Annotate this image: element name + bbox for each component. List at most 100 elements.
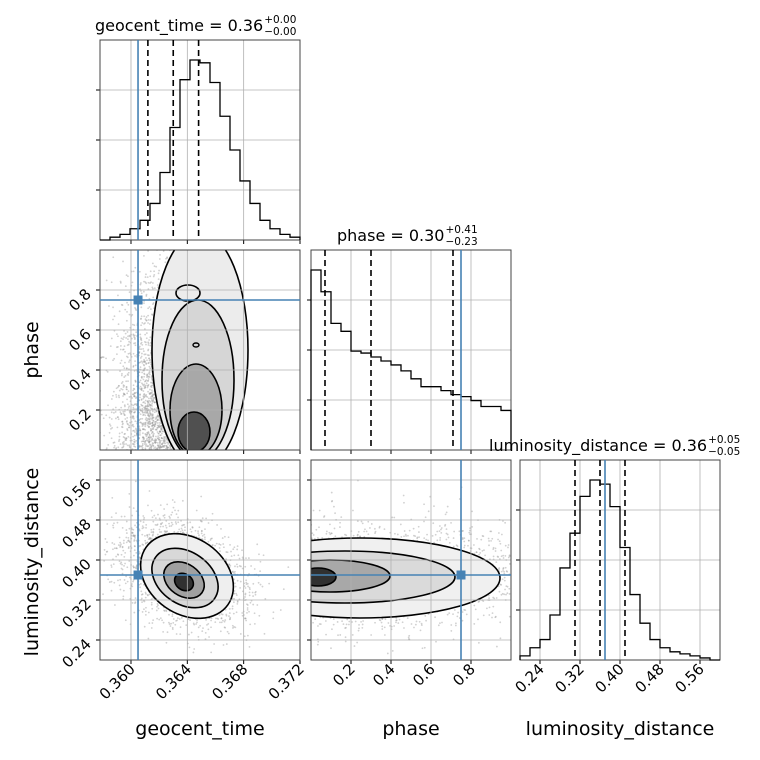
sample-point xyxy=(134,537,136,539)
sample-point xyxy=(150,384,153,387)
sample-point xyxy=(176,619,178,622)
sample-point xyxy=(138,528,141,531)
sample-point xyxy=(147,314,150,317)
sample-point xyxy=(154,441,157,444)
sample-point xyxy=(132,365,135,368)
sample-point xyxy=(131,424,134,427)
density-contour xyxy=(192,342,200,348)
sample-point xyxy=(158,439,161,442)
sample-point xyxy=(134,408,136,410)
sample-point xyxy=(148,533,151,536)
sample-point xyxy=(148,593,151,596)
sample-point xyxy=(252,603,255,606)
sample-point xyxy=(165,520,168,522)
sample-point xyxy=(210,617,213,620)
sample-point xyxy=(202,627,204,630)
sample-point xyxy=(148,417,150,420)
density-panel-geocent_time-phase xyxy=(100,250,249,450)
sample-point xyxy=(452,545,455,548)
sample-point xyxy=(131,531,134,534)
sample-point xyxy=(174,509,176,512)
sample-point xyxy=(159,425,162,428)
sample-point xyxy=(157,425,160,428)
sample-point xyxy=(120,337,123,340)
sample-point xyxy=(141,527,144,530)
sample-point xyxy=(239,633,242,635)
sample-point xyxy=(109,345,112,348)
sample-point xyxy=(151,314,154,316)
sample-point xyxy=(147,431,150,433)
sample-point xyxy=(132,565,135,568)
sample-point xyxy=(166,441,168,444)
sample-point xyxy=(127,374,130,377)
sample-point xyxy=(203,533,206,536)
sample-point xyxy=(120,543,122,546)
sample-point xyxy=(219,543,222,546)
sample-point xyxy=(158,421,161,424)
sample-point xyxy=(163,610,166,612)
sample-point xyxy=(166,503,169,506)
sample-point xyxy=(146,437,148,440)
sample-point xyxy=(234,565,236,568)
sample-point xyxy=(149,270,152,273)
sample-point xyxy=(134,307,136,309)
sample-point xyxy=(100,356,103,359)
sample-point xyxy=(244,617,246,620)
sample-point xyxy=(146,535,149,538)
sample-point xyxy=(150,429,152,432)
sample-point xyxy=(498,558,501,560)
sample-point xyxy=(211,544,214,546)
sample-point xyxy=(125,386,128,388)
sample-point xyxy=(143,516,146,519)
sample-point xyxy=(244,593,247,596)
sample-point xyxy=(259,570,262,573)
sample-point xyxy=(141,436,144,439)
sample-point xyxy=(148,440,151,443)
sample-point xyxy=(263,632,266,635)
sample-point xyxy=(139,361,142,364)
sample-point xyxy=(116,521,119,524)
sample-point xyxy=(152,445,155,447)
sample-point xyxy=(166,446,169,449)
sample-point xyxy=(128,405,131,408)
sample-point xyxy=(142,428,144,431)
sample-point xyxy=(151,401,154,403)
sample-point xyxy=(416,536,419,539)
sample-point xyxy=(119,370,121,373)
sample-point xyxy=(140,399,143,401)
sample-point xyxy=(151,430,154,433)
sample-point xyxy=(126,580,129,583)
sample-point xyxy=(127,275,129,278)
sample-point xyxy=(184,529,186,532)
sample-point xyxy=(119,340,122,343)
sample-point xyxy=(102,356,105,359)
sample-point xyxy=(153,407,156,410)
sample-point xyxy=(471,525,474,528)
sample-point xyxy=(105,447,108,450)
sample-point xyxy=(214,621,217,624)
sample-point xyxy=(228,618,231,621)
sample-point xyxy=(156,437,159,440)
sample-point xyxy=(142,422,145,425)
sample-point xyxy=(210,626,212,629)
sample-point xyxy=(123,440,125,443)
sample-point xyxy=(151,396,154,398)
sample-point xyxy=(158,425,160,428)
sample-point xyxy=(100,413,103,416)
sample-point xyxy=(121,423,124,426)
sample-point xyxy=(108,305,110,307)
sample-point xyxy=(126,356,129,359)
sample-point xyxy=(120,413,122,415)
sample-point xyxy=(226,630,229,633)
sample-point xyxy=(148,622,151,624)
sample-point xyxy=(132,534,135,537)
sample-point xyxy=(133,336,136,338)
sample-point xyxy=(253,623,256,625)
sample-point xyxy=(139,421,142,424)
sample-point xyxy=(132,417,135,420)
sample-point xyxy=(153,447,155,450)
sample-point xyxy=(151,415,153,417)
sample-point xyxy=(133,438,136,441)
sample-point xyxy=(123,367,126,370)
sample-point xyxy=(146,410,149,413)
